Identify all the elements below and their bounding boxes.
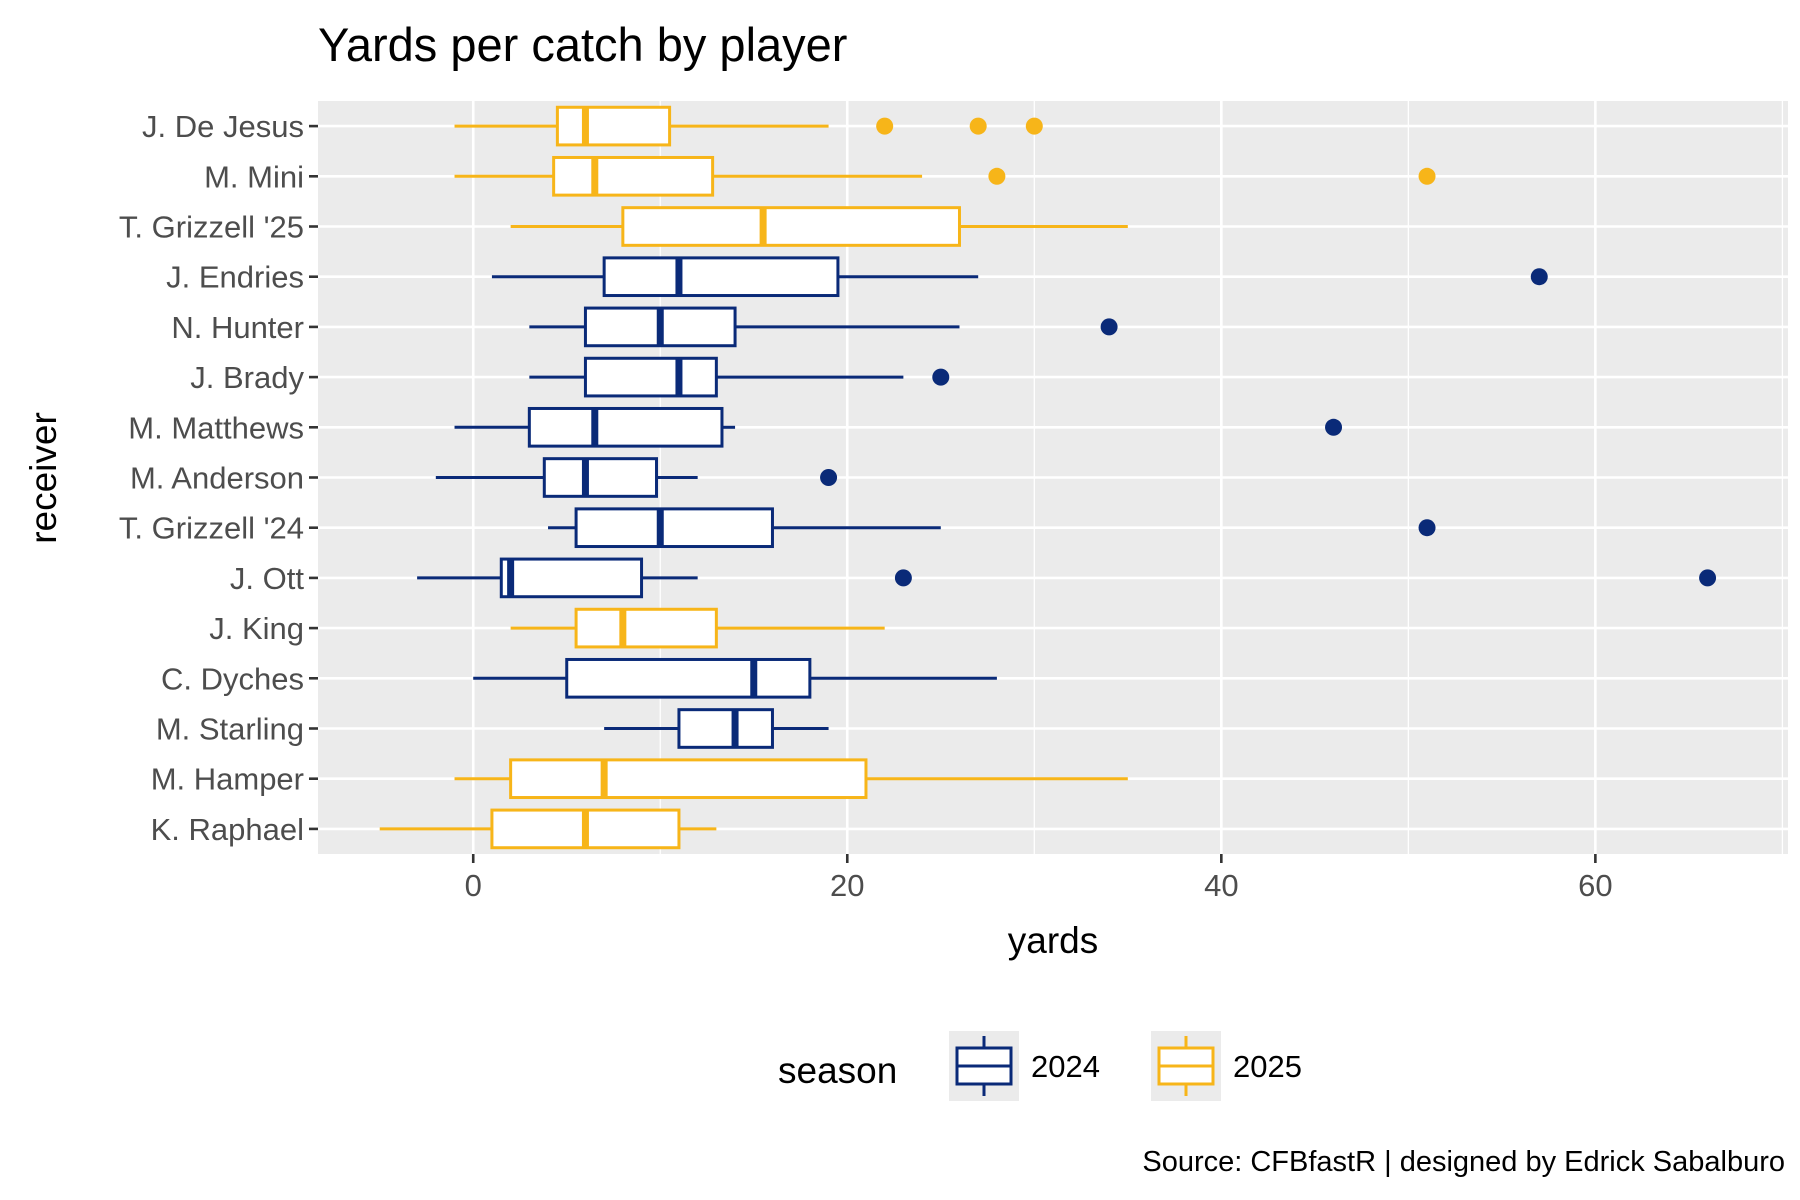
- y-tick-label: J. King: [209, 611, 304, 646]
- box-j-ott: [417, 557, 1717, 599]
- box-m-matthews: [454, 406, 1343, 448]
- caption: Source: CFBfastR | designed by Edrick Sa…: [1142, 1146, 1785, 1178]
- box-j-de-jesus: [454, 105, 1043, 147]
- box-n-hunter: [529, 306, 1118, 348]
- chart-title: Yards per catch by player: [318, 18, 847, 71]
- x-tick-label: 40: [1204, 868, 1238, 903]
- y-tick-label: T. Grizzell '24: [119, 511, 304, 546]
- outlier-point: [1530, 268, 1548, 286]
- box-m-mini: [454, 155, 1436, 197]
- box-iqr: [602, 256, 840, 298]
- y-tick-label: K. Raphael: [151, 812, 304, 847]
- x-axis-title: yards: [1008, 920, 1098, 961]
- box-iqr: [542, 457, 659, 498]
- y-tick-label: M. Mini: [204, 159, 304, 194]
- legend-item-2025: 2025: [1151, 1031, 1302, 1101]
- legend-title: season: [778, 1050, 897, 1091]
- legend: season 2024 2025: [778, 1031, 1302, 1101]
- y-tick-label: J. Ott: [230, 561, 304, 596]
- box-iqr: [621, 206, 961, 247]
- x-tick-label: 60: [1578, 868, 1612, 903]
- box-iqr: [565, 657, 812, 699]
- y-tick-label: J. Endries: [166, 260, 304, 295]
- box-m-starling: [604, 708, 829, 749]
- legend-label: 2025: [1233, 1049, 1302, 1084]
- y-tick-label: T. Grizzell '25: [119, 210, 304, 245]
- outlier-point: [1418, 519, 1436, 537]
- box-iqr: [583, 356, 718, 398]
- box-iqr: [574, 507, 774, 549]
- box-j-endries: [491, 256, 1548, 298]
- box-iqr: [555, 105, 672, 147]
- y-tick-label: J. Brady: [190, 360, 304, 395]
- y-tick-label: J. De Jesus: [142, 109, 304, 144]
- box-iqr: [509, 758, 868, 800]
- y-tick-label: N. Hunter: [171, 310, 304, 345]
- outlier-point: [820, 469, 838, 486]
- y-tick-label: M. Hamper: [151, 762, 304, 797]
- box-iqr: [574, 607, 718, 649]
- outlier-point: [1025, 117, 1043, 135]
- y-tick-label: M. Anderson: [130, 461, 304, 496]
- outlier-point: [969, 117, 987, 135]
- y-axis-title: receiver: [23, 412, 64, 544]
- outlier-point: [1325, 418, 1343, 436]
- x-axis: 0 20 40 60: [465, 854, 1613, 903]
- box-iqr: [677, 708, 774, 749]
- box-m-anderson: [435, 457, 838, 498]
- box-c-dyches: [473, 657, 997, 699]
- outlier-point: [894, 569, 912, 587]
- x-tick-label: 20: [830, 868, 864, 903]
- box-j-king: [510, 607, 885, 649]
- outlier-point: [876, 117, 894, 135]
- box-k-raphael: [379, 808, 717, 850]
- outlier-point: [1418, 167, 1436, 185]
- y-tick-label: M. Matthews: [128, 410, 304, 445]
- outlier-point: [988, 167, 1006, 185]
- outlier-point: [1100, 318, 1118, 336]
- box-iqr: [499, 557, 644, 599]
- box-t-grizzell-24: [548, 507, 1436, 549]
- legend-keys: 2024 2025: [949, 1031, 1302, 1101]
- box-m-hamper: [454, 758, 1128, 800]
- box-t-grizzell-25: [510, 206, 1128, 247]
- box-j-brady: [529, 356, 950, 398]
- outlier-point: [932, 368, 950, 386]
- x-tick-label: 0: [465, 868, 482, 903]
- box-layer: [379, 105, 1717, 850]
- legend-item-2024: 2024: [949, 1031, 1100, 1101]
- y-tick-label: M. Starling: [156, 712, 304, 747]
- y-tick-label: C. Dyches: [161, 661, 304, 696]
- box-iqr: [527, 406, 724, 448]
- outlier-point: [1699, 569, 1717, 587]
- y-axis: J. De Jesus M. Mini T. Grizzell '25 J. Endr…: [119, 109, 318, 847]
- box-iqr: [552, 155, 715, 197]
- legend-label: 2024: [1031, 1049, 1100, 1084]
